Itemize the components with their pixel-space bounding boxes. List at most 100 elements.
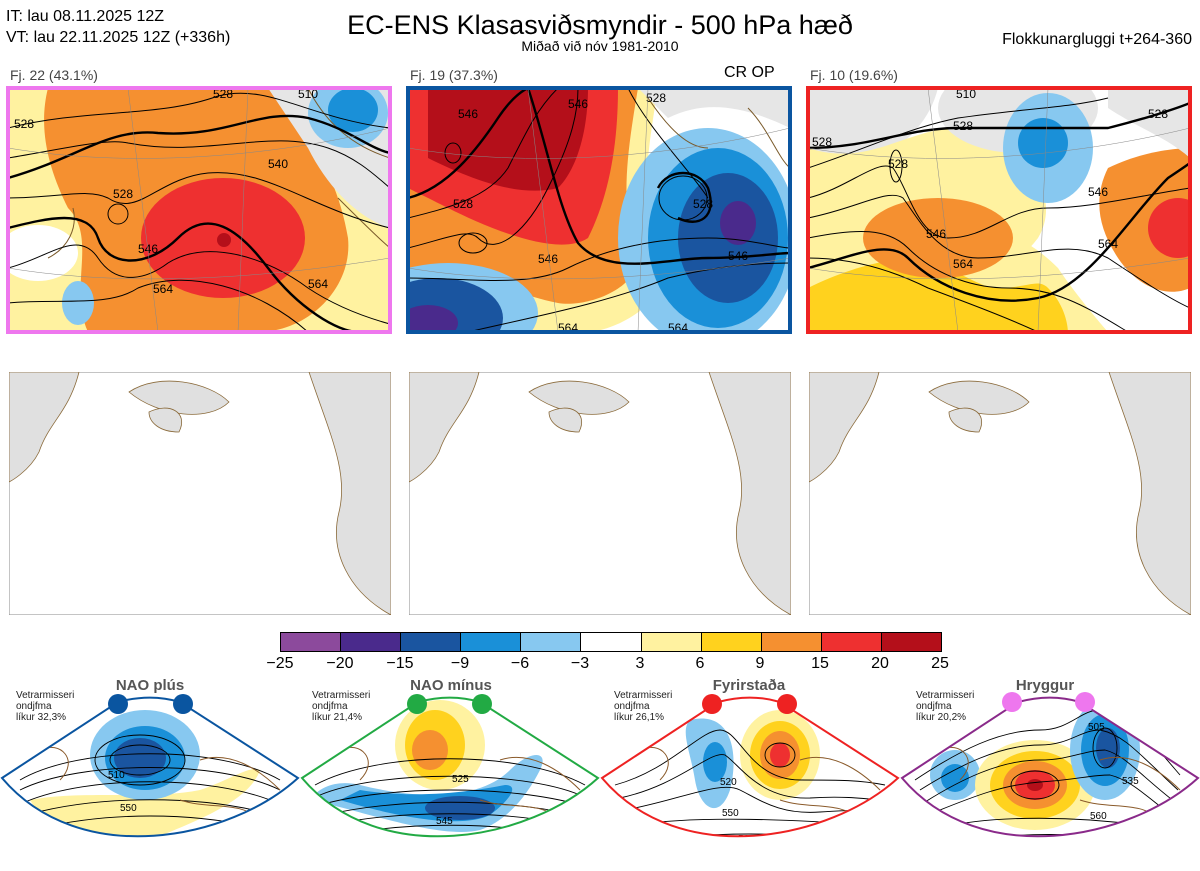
contour-label: 564 <box>558 321 578 332</box>
regime-contours <box>19 734 281 829</box>
land-mask <box>638 88 790 128</box>
land-europe <box>1108 372 1191 615</box>
colorbar-swatch <box>880 633 942 651</box>
regime-name-3: Fyrirstaða <box>712 677 786 694</box>
regime-map-2: 525 545 565 <box>300 696 600 863</box>
colorbar-swatches <box>280 632 942 652</box>
contour-label: 528 <box>213 88 233 101</box>
regime-marker-dot <box>1075 692 1095 712</box>
regime-marker-dot <box>173 694 193 714</box>
regime-frame <box>600 696 900 838</box>
land-iceland <box>548 407 582 433</box>
anomaly-neutral-zone <box>8 225 78 281</box>
regime-contour-label: 535 <box>1122 776 1139 787</box>
regime-marker-dot <box>108 694 128 714</box>
graticule <box>808 88 1190 332</box>
contour-label: 528 <box>693 197 713 211</box>
land-mask-east <box>1108 88 1190 158</box>
regime-contour-label: 545 <box>436 816 453 827</box>
regime-anomaly-negative-south <box>1014 851 1046 863</box>
contour-label: 564 <box>668 321 688 332</box>
cluster-label-1: Fj. 22 (43.1%) <box>10 67 98 83</box>
colorbar-swatch <box>520 633 581 651</box>
regime-marker-dot <box>472 694 492 714</box>
regime-contour-label: 550 <box>120 803 137 814</box>
regime-marker-dot <box>777 694 797 714</box>
land-iceland <box>148 407 182 433</box>
cluster-map-3: 510 528 528 528 546 546 564 564 528 <box>808 88 1190 332</box>
empty-map-1 <box>9 372 391 615</box>
contour-label: 528 <box>888 157 908 171</box>
cluster-map-2: 546 528 546 546 546 528 564 564 528 <box>408 88 790 332</box>
regime-frame <box>300 696 600 838</box>
regime-frame <box>900 696 1200 838</box>
regime-name-1: NAO plús <box>115 677 185 694</box>
contour-label: 564 <box>1098 237 1118 251</box>
regime-note-2: Vetrarmisseri ondjfma líkur 21,4% <box>312 690 371 723</box>
contour-label: 510 <box>956 88 976 101</box>
colorbar-swatch <box>640 633 701 651</box>
colorbar-swatch <box>340 633 401 651</box>
height-contours-bold <box>408 88 790 265</box>
regime-frame <box>0 696 300 838</box>
regime-contour-label: 565 <box>448 852 465 863</box>
contour-label: 528 <box>646 91 666 105</box>
regime-anomaly-negative-mid <box>703 742 727 782</box>
anomaly-negative-mid <box>1018 118 1068 168</box>
anomaly-negative-mid <box>328 88 378 132</box>
contour-label: 546 <box>926 227 946 241</box>
regime-marker-dot <box>702 694 722 714</box>
contour-label: 546 <box>138 242 158 256</box>
contour-label: 564 <box>308 277 328 291</box>
colorbar-tick: 20 <box>871 655 889 672</box>
land-greenland <box>809 372 880 483</box>
contour-label: 510 <box>298 88 318 101</box>
land-greenland <box>409 372 480 483</box>
regime-contour-label: 520 <box>720 777 737 788</box>
graticule <box>8 88 390 332</box>
colorbar-swatch <box>760 633 821 651</box>
regime-name-2: NAO mínus <box>410 677 492 694</box>
height-contours <box>408 88 790 332</box>
colorbar-tick: 3 <box>635 655 645 672</box>
regime-marker-dot <box>1002 692 1022 712</box>
colorbar <box>280 632 942 652</box>
empty-map-3 <box>809 372 1191 615</box>
header-dates: IT: lau 08.11.2025 12Z VT: lau 22.11.202… <box>6 6 230 48</box>
height-contours <box>808 97 1190 332</box>
colorbar-tick: −20 <box>326 655 354 672</box>
coastline <box>647 97 790 169</box>
regime-anomaly-positive-red <box>770 743 790 767</box>
anomaly-positive-darkred <box>428 88 588 191</box>
control-operational-marker: CR OP <box>724 64 775 81</box>
colorbar-swatch <box>580 633 641 651</box>
graticule <box>408 88 790 332</box>
contour-labels: 528 540 546 564 564 528 528 510 <box>14 88 328 296</box>
anomaly-max-core <box>217 233 231 247</box>
colorbar-tick: −6 <box>510 655 530 672</box>
colorbar-tick: −15 <box>386 655 414 672</box>
cluster-frame-1 <box>6 86 392 334</box>
regime-contour-label: 505 <box>1088 722 1105 733</box>
height-contours-bold <box>8 114 390 332</box>
colorbar-tick: −25 <box>266 655 294 672</box>
anomaly-positive-east-core <box>1148 198 1190 258</box>
land-greenland <box>9 372 80 483</box>
regime-map-4: 505 535 560 <box>900 696 1200 863</box>
cluster-window: Flokkunargluggi t+264-360 <box>1002 31 1192 48</box>
cluster-label-2: Fj. 19 (37.3%) <box>410 67 498 83</box>
colorbar-tick: 9 <box>755 655 765 672</box>
regime-contour-label: 525 <box>452 774 469 785</box>
contour-labels: 546 528 546 546 546 528 564 564 528 <box>453 91 748 332</box>
colorbar-tick: −3 <box>570 655 590 672</box>
colorbar-swatch <box>700 633 761 651</box>
regime-contour-label: 550 <box>722 808 739 819</box>
page-title: EC-ENS Klasasviðsmyndir - 500 hPa hæð <box>347 10 853 40</box>
colorbar-tick: 25 <box>931 655 949 672</box>
regime-anomaly-positive-core <box>1027 779 1043 791</box>
cluster-label-3: Fj. 10 (19.6%) <box>810 67 898 83</box>
contour-label: 528 <box>953 119 973 133</box>
contour-labels: 510 528 528 528 546 546 564 564 528 <box>812 88 1168 271</box>
cluster-frame-2 <box>406 86 792 334</box>
regime-note-4: Vetrarmisseri ondjfma líkur 20,2% <box>916 690 975 723</box>
